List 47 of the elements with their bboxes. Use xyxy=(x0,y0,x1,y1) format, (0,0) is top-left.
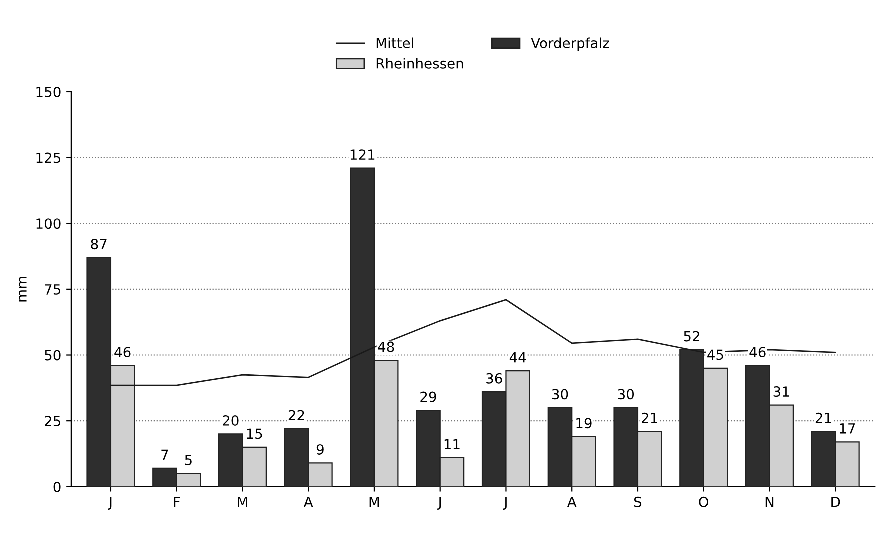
data-label: 19 xyxy=(576,418,592,429)
data-label: 21 xyxy=(816,412,832,424)
x-tick-label: M xyxy=(238,497,248,508)
x-tick-label: J xyxy=(438,497,442,510)
data-label: 5 xyxy=(185,455,192,466)
y-tick-label: 75 xyxy=(45,284,61,295)
data-label: 45 xyxy=(708,350,724,360)
data-label: 9 xyxy=(316,444,324,455)
data-label: 30 xyxy=(552,389,568,400)
legend-label: Mittel xyxy=(376,38,414,48)
x-tick-label: A xyxy=(304,497,314,508)
y-axis-title: mm xyxy=(18,277,27,302)
data-label: 48 xyxy=(378,342,394,352)
x-tick-label: J xyxy=(108,497,112,510)
data-label: 46 xyxy=(114,347,131,358)
data-label: 22 xyxy=(288,410,304,421)
data-label: 31 xyxy=(774,386,790,398)
data-label: 15 xyxy=(247,428,262,440)
data-label: 121 xyxy=(350,150,375,160)
x-tick-label: N xyxy=(766,497,774,508)
data-label: 20 xyxy=(223,415,239,426)
x-tick-label: O xyxy=(699,496,709,508)
y-tick-label: 125 xyxy=(36,152,61,164)
y-tick-label: 25 xyxy=(45,416,61,427)
data-label: 30 xyxy=(618,389,634,400)
y-tick-label: 150 xyxy=(36,86,61,98)
legend-label: Rheinhessen xyxy=(376,58,464,69)
data-label: 29 xyxy=(420,392,436,402)
data-label: 46 xyxy=(750,347,766,358)
data-label: 52 xyxy=(684,331,700,342)
data-label: 87 xyxy=(91,239,107,250)
data-label: 44 xyxy=(510,352,526,363)
y-tick-label: 50 xyxy=(45,350,61,361)
data-label: 36 xyxy=(486,373,502,384)
x-tick-label: M xyxy=(370,497,380,508)
y-tick-label: 0 xyxy=(54,482,61,492)
y-tick-label: 100 xyxy=(36,218,61,230)
data-label: 11 xyxy=(444,439,460,450)
x-tick-label: F xyxy=(174,497,180,508)
data-label: 17 xyxy=(840,424,856,434)
x-tick-label: D xyxy=(832,497,840,508)
data-label: 21 xyxy=(642,412,658,424)
x-tick-label: S xyxy=(634,496,642,508)
x-tick-label: A xyxy=(567,497,577,508)
x-tick-label: J xyxy=(503,497,507,510)
data-label: 7 xyxy=(162,450,168,460)
legend-label: Vorderpfalz xyxy=(531,38,610,52)
